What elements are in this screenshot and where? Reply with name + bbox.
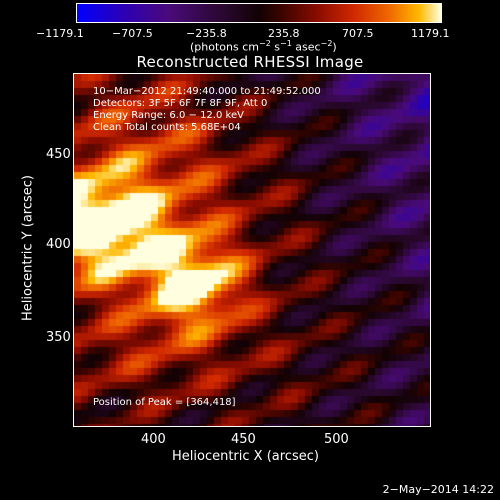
colorbar-tick: 235.8: [268, 27, 300, 40]
footer-date: 2−May−2014 14:22: [382, 483, 494, 496]
annotation-clean: Clean Total counts: 5.68E+04: [93, 122, 241, 133]
colorbar: [76, 3, 442, 23]
x-axis-label: Heliocentric X (arcsec): [172, 449, 319, 464]
rhessi-image-canvas: [74, 74, 430, 426]
y-axis-label: Heliocentric Y (arcsec): [20, 175, 36, 321]
colorbar-units: (photons cm−2 s−1 asec−2): [190, 39, 337, 54]
rhessi-image-plot: [73, 73, 431, 427]
y-tick-label: 350: [46, 330, 71, 345]
colorbar-tick: −235.8: [186, 27, 227, 40]
colorbar-tick: 1179.1: [411, 27, 450, 40]
annotation-detectors: Detectors: 3F 5F 6F 7F 8F 9F, Att 0: [93, 98, 268, 109]
colorbar-tick: −707.5: [112, 27, 153, 40]
y-tick-label: 450: [46, 147, 71, 162]
annotation-peak: Position of Peak = [364,418]: [93, 397, 236, 408]
x-tick-label: 500: [324, 432, 349, 447]
annotation-energy: Energy Range: 6.0 − 12.0 keV: [93, 110, 244, 121]
y-tick-label: 400: [46, 237, 71, 252]
plot-title: Reconstructed RHESSI Image: [136, 53, 364, 71]
x-tick-label: 450: [231, 432, 256, 447]
x-tick-label: 400: [141, 432, 166, 447]
colorbar-tick: −1179.1: [36, 27, 84, 40]
annotation-time-range: 10−Mar−2012 21:49:40.000 to 21:49:52.000: [93, 86, 321, 97]
colorbar-tick: 707.5: [342, 27, 374, 40]
